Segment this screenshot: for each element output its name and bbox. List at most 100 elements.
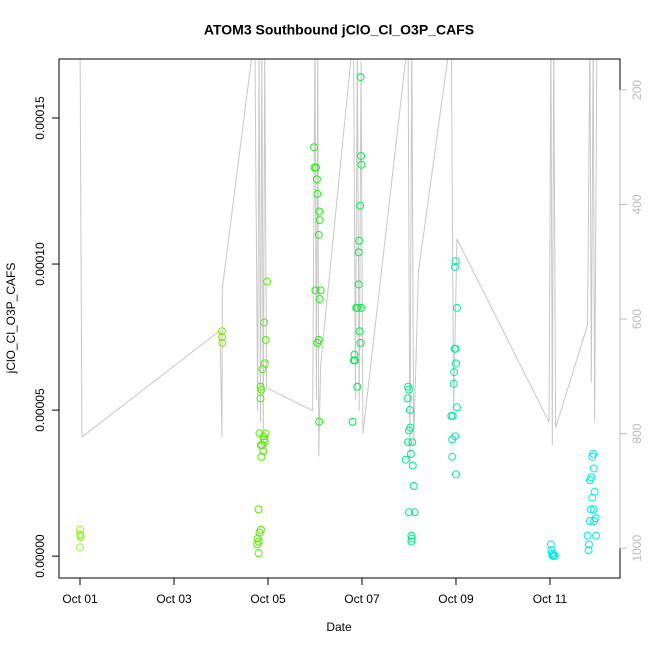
data-point [255,528,264,537]
data-point [588,452,597,461]
data-point [404,438,413,447]
data-point [448,435,457,444]
data-point [548,551,557,560]
data-point [451,470,460,479]
data-point [352,303,361,312]
data-point [589,505,598,514]
data-point [404,508,413,517]
data-point [583,531,592,540]
x-tick-label: Oct 01 [62,592,98,606]
data-point [451,257,460,266]
y-tick-label: 0.00010 [33,242,47,286]
data-point [254,549,263,558]
data-point [584,540,593,549]
data-point [76,533,85,542]
data-point [259,446,268,455]
data-point [410,508,419,517]
plot-area [76,59,601,561]
x-tick-label: Oct 03 [156,592,192,606]
data-point [404,385,413,394]
data-point [315,295,324,304]
data-point [448,452,457,461]
data-point [356,201,365,210]
data-point [316,286,325,295]
data-point [357,303,366,312]
data-point [253,540,262,549]
data-point [350,356,359,365]
data-point [407,534,416,543]
data-point [260,435,269,444]
x-tick-label: Oct 09 [438,592,474,606]
data-point [261,335,270,344]
x-tick-label: Oct 07 [344,592,380,606]
data-point [263,277,272,286]
data-point [314,230,323,239]
data-point [585,476,594,485]
data-point [354,248,363,257]
data-point [254,505,263,514]
data-point [451,432,460,441]
data-point [401,455,410,464]
data-point [261,429,270,438]
data-point [260,438,269,447]
data-point [356,73,365,82]
data-point [218,338,227,347]
data-point [357,160,366,169]
data-point [257,452,266,461]
data-point [257,385,266,394]
x-tick-label: Oct 11 [533,592,568,606]
data-point [313,189,322,198]
data-point [451,262,460,271]
data-point [405,406,414,415]
data-point [354,280,363,289]
y-tick-label: 0.00000 [33,534,47,578]
data-point [403,394,412,403]
data-point [452,403,461,412]
data-point [448,411,457,420]
data-point [407,531,416,540]
data-point [355,327,364,336]
data-point [315,417,324,426]
data-point [450,368,459,377]
data-point [315,207,324,216]
data-point [353,382,362,391]
y2-tick-label: 1000 [630,535,644,562]
data-point [76,543,85,552]
data-point [451,359,460,368]
data-point [451,344,460,353]
data-point [585,517,594,526]
data-point [311,286,320,295]
data-point [546,540,555,549]
data-point [592,531,601,540]
data-point [258,365,267,374]
data-point [356,338,365,347]
data-point [404,426,413,435]
data-point [217,333,226,342]
data-point [590,517,599,526]
y-axis-label: jClO_Cl_O3P_CAFS [4,263,18,375]
data-point [409,481,418,490]
data-point [449,379,458,388]
data-point [357,151,366,160]
pressure-line [79,59,598,469]
data-point [408,461,417,470]
x-axis-label: Date [326,620,352,634]
data-point [586,505,595,514]
data-point [313,338,322,347]
data-point [217,327,226,336]
data-point [408,438,417,447]
y2-tick-label: 800 [630,423,644,443]
y-tick-label: 0.00015 [33,96,47,140]
data-point [311,163,320,172]
data-point [589,464,598,473]
data-point [260,318,269,327]
x-tick-label: Oct 05 [250,592,286,606]
data-point [350,350,359,359]
y2-tick-label: 200 [630,80,644,100]
data-point [310,143,319,152]
y2-tick-label: 400 [630,194,644,214]
data-point [549,550,558,559]
data-point [407,537,416,546]
